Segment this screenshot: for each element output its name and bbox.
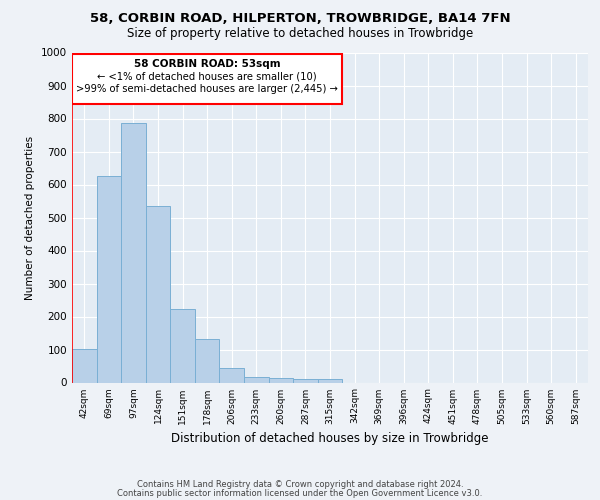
Bar bbox=[195, 338, 220, 382]
Bar bbox=[293, 379, 318, 382]
X-axis label: Distribution of detached houses by size in Trowbridge: Distribution of detached houses by size … bbox=[171, 432, 489, 445]
Text: ← <1% of detached houses are smaller (10): ← <1% of detached houses are smaller (10… bbox=[97, 72, 317, 82]
Text: Size of property relative to detached houses in Trowbridge: Size of property relative to detached ho… bbox=[127, 28, 473, 40]
Text: >99% of semi-detached houses are larger (2,445) →: >99% of semi-detached houses are larger … bbox=[76, 84, 338, 94]
FancyBboxPatch shape bbox=[72, 54, 342, 104]
Bar bbox=[269, 378, 293, 382]
Bar bbox=[121, 124, 146, 382]
Bar bbox=[244, 377, 269, 382]
Bar bbox=[220, 368, 244, 382]
Text: Contains HM Land Registry data © Crown copyright and database right 2024.: Contains HM Land Registry data © Crown c… bbox=[137, 480, 463, 489]
Bar bbox=[318, 378, 342, 382]
Bar bbox=[97, 176, 121, 382]
Text: Contains public sector information licensed under the Open Government Licence v3: Contains public sector information licen… bbox=[118, 489, 482, 498]
Bar bbox=[146, 206, 170, 382]
Bar bbox=[170, 309, 195, 382]
Text: 58 CORBIN ROAD: 53sqm: 58 CORBIN ROAD: 53sqm bbox=[134, 59, 280, 69]
Bar bbox=[72, 349, 97, 382]
Text: 58, CORBIN ROAD, HILPERTON, TROWBRIDGE, BA14 7FN: 58, CORBIN ROAD, HILPERTON, TROWBRIDGE, … bbox=[89, 12, 511, 26]
Y-axis label: Number of detached properties: Number of detached properties bbox=[25, 136, 35, 300]
